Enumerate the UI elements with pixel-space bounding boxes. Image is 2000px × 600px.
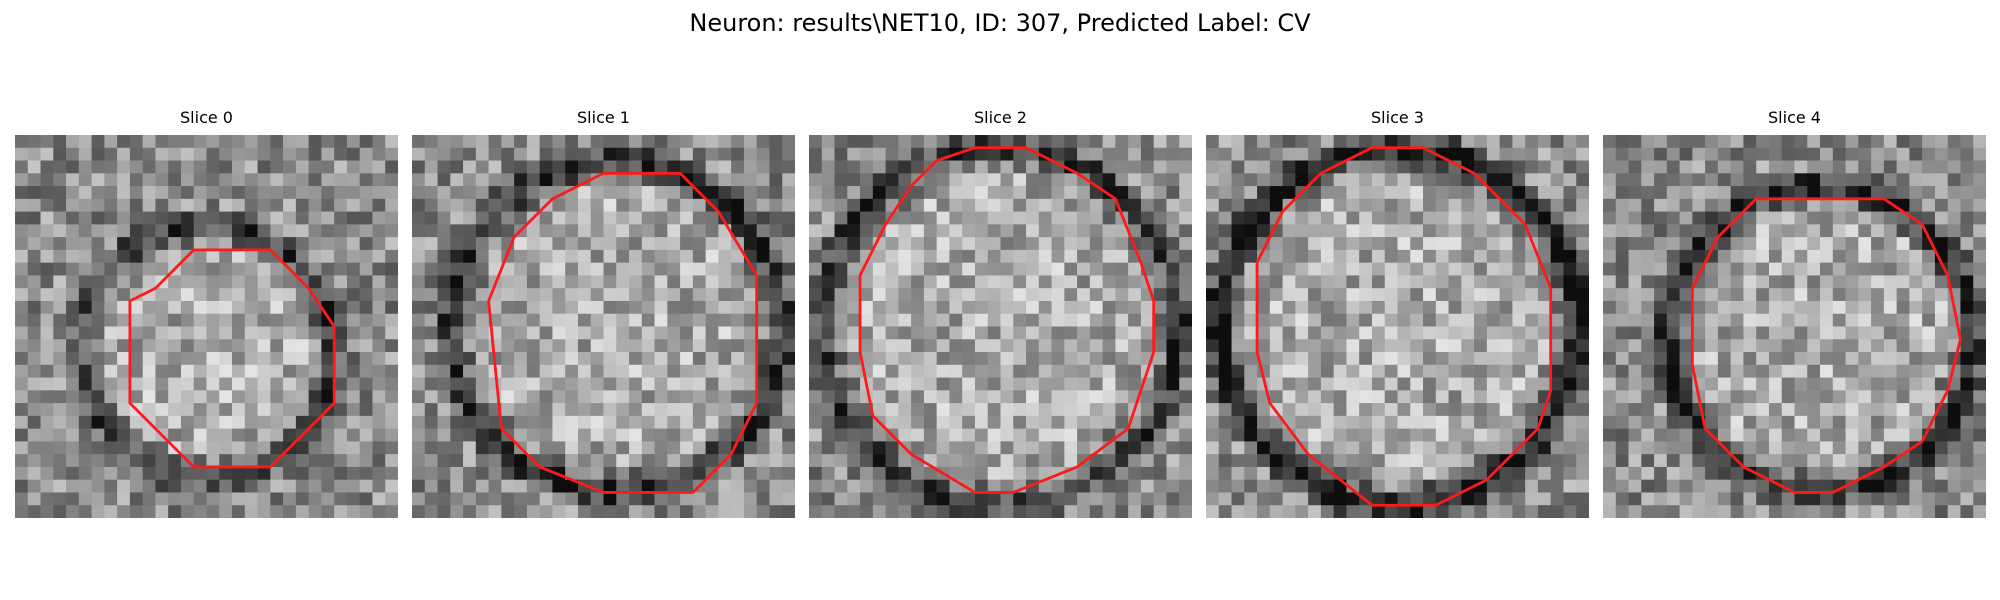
- slice-title: Slice 0: [180, 108, 233, 127]
- slice-image: [1603, 135, 1986, 518]
- slice-image: [412, 135, 795, 518]
- figure-title: Neuron: results\NET10, ID: 307, Predicte…: [689, 9, 1311, 37]
- slice-title: Slice 2: [974, 108, 1027, 127]
- segmentation-contour: [858, 146, 1156, 494]
- segmentation-contour: [1255, 146, 1553, 507]
- slice-image: [1206, 135, 1589, 518]
- slice-title: Slice 3: [1371, 108, 1424, 127]
- segmentation-contour: [128, 248, 336, 469]
- slice-title: Slice 4: [1768, 108, 1821, 127]
- slice-image: [809, 135, 1192, 518]
- segmentation-contour: [1690, 197, 1962, 494]
- slice-image: [15, 135, 398, 518]
- slice-title: Slice 1: [577, 108, 630, 127]
- segmentation-contour: [487, 171, 759, 494]
